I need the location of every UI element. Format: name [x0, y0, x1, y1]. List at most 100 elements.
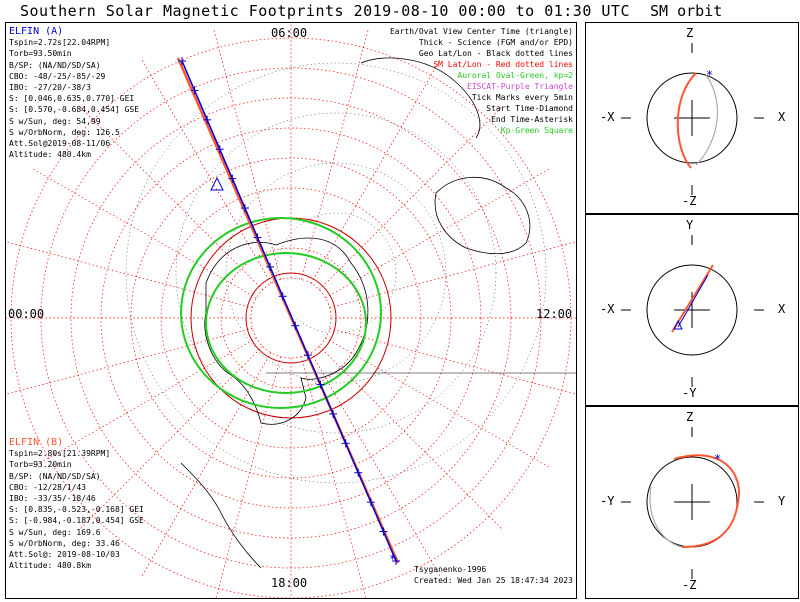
legend-item: Auroral Oval-Green, kp=2 [457, 71, 573, 80]
hour-label-left: 00:00 [8, 307, 45, 321]
elfin-b-orbit [676, 72, 697, 169]
sm-lon-line [1, 240, 253, 308]
elfin-a-line: Altitude: 480.4km [9, 150, 91, 160]
geo-lat-circle [175, 112, 497, 434]
sm-lon-line [310, 58, 442, 284]
legend-item: SM Lat/Lon - Red dotted lines [433, 60, 573, 69]
elfin-b-line: B/SP: (NA/ND/SD/SA) [9, 471, 101, 481]
sm-lon-line [31, 337, 257, 469]
sm-lon-line [325, 167, 551, 299]
orbit-axis-label-left: -X [600, 110, 615, 124]
elfin-a-line: S: [0.570,-0.684,0.454] GSE [9, 105, 140, 115]
elfin-a-end: * [706, 68, 713, 82]
elfin-b-line: IBO: -33/35/-18/46 [9, 494, 96, 504]
sm-lat-circle [40, 67, 542, 569]
elfin-b-lines: Tspin=2.80s[21.39RPM] Torb=93.20min B/SP: … [9, 448, 144, 571]
legend-item: Tick Marks every 5min [471, 93, 573, 102]
sm-lon-line [310, 352, 442, 578]
elfin-b-line: S w/OrbNorm, deg: 33.46 [9, 538, 120, 548]
elfin-a-line: IBO: -27/20/-38/3 [9, 83, 91, 93]
elfin-a-orbit [677, 274, 709, 328]
orbit-plot-xz: Z -Z -X X * [600, 26, 786, 208]
orbit-back [695, 74, 718, 166]
sm-lon-line [140, 58, 272, 284]
sm-pole-circle [245, 272, 337, 364]
elfin-a-info: ELFIN (A) Tspin=2.72s[22.04RPM] Torb=93.5… [9, 26, 139, 160]
continent-coastline [360, 57, 481, 139]
orbit-axis-label-top: Z [686, 26, 693, 40]
australia-coastline [434, 176, 531, 255]
orbit-axis-label-right: X [778, 302, 786, 316]
legend-item: End Time-Asterisk [491, 115, 573, 124]
elfin-b-info: ELFIN (B) Tspin=2.80s[21.39RPM] Torb=93.2… [9, 437, 144, 571]
sm-lon-line [329, 328, 581, 396]
elfin-b-line: Torb=93.20min [9, 460, 72, 470]
elfin-b-orbit [673, 454, 740, 548]
hour-label-top: 06:00 [271, 26, 308, 40]
earth-circle [646, 72, 738, 164]
elfin-a-track [181, 60, 397, 562]
orbit-axis-label-left: -X [600, 302, 615, 316]
sm-lon-line [301, 356, 368, 602]
elfin-a-end: * [714, 452, 721, 466]
sm-lon-line [214, 356, 281, 602]
legend-item: Kp-Green Square [500, 126, 573, 135]
legend-item: Geo Lat/Lon - Black dotted lines [418, 49, 573, 58]
elfin-b-line: S: [-0.984,-0.187,0.454] GSE [9, 516, 144, 526]
sm-lat-circle [160, 187, 422, 449]
geo-lat-circle [275, 212, 397, 334]
legend-item: Earth/Oval View Center Time (triangle) [389, 27, 573, 36]
auroral-oval-inner [205, 252, 367, 394]
elfin-b-line: Att.Sol@: 2019-08-10/03 [9, 550, 120, 560]
model-credit: Tsyganenko-1996 [414, 565, 487, 574]
elfin-a-line: Tspin=2.72s[22.04RPM] [9, 38, 111, 48]
elfin-b-orbit [671, 264, 714, 333]
orbit-title: SM orbit [650, 2, 723, 20]
orbit-axis-label-bottom: -Z [682, 194, 696, 208]
earth-circle [646, 264, 738, 356]
orbit-plot-yz: Z -Z -Y Y * [600, 410, 786, 592]
elfin-a-lines: Tspin=2.72s[22.04RPM] Torb=93.50min B/SP: … [9, 37, 139, 160]
elfin-b-line: CBO: -12/28/1/43 [9, 482, 87, 492]
chart-title: Southern Solar Magnetic Footprints 2019-… [20, 2, 630, 20]
sm-lat-circle [100, 127, 482, 509]
sm-lon-line [1, 328, 253, 396]
elfin-a-line: Torb=93.50min [9, 49, 72, 59]
hour-label-bottom: 18:00 [271, 576, 308, 590]
elfin-a-name: ELFIN (A) [9, 26, 64, 37]
sm-lat-circle [220, 247, 362, 389]
elfin-a-line: S w/Sun, deg: 54.99 [9, 116, 101, 126]
orbit-back [649, 486, 683, 548]
orbit-axis-label-right: X [778, 110, 786, 124]
sm-lon-line [301, 28, 369, 280]
sm-lon-line [329, 240, 581, 308]
sm-lon-line [325, 337, 551, 469]
elfin-b-line: S w/Sun, deg: 169.6 [9, 527, 101, 537]
elfin-b-name: ELFIN (B) [9, 437, 64, 448]
polar-plot-frame: * 06:00 00:00 12:00 18:00 ELFIN (A) Tspi… [0, 18, 591, 602]
view-center-triangle [673, 319, 683, 330]
elfin-b-line: Tspin=2.80s[21.39RPM] [9, 449, 111, 459]
elfin-a-line: S w/OrbNorm, deg: 126.5 [9, 127, 120, 137]
elfin-a-line: Att.Sol@2019-08-11/06 [9, 139, 111, 149]
sm-lon-line [78, 346, 263, 531]
geo-lat-circle [225, 162, 447, 384]
orbit-axis-label-top: Z [686, 410, 693, 424]
elfin-b-line: S: [0.835,-0.523,-0.168] GEI [9, 505, 144, 515]
sm-lon-line [319, 346, 504, 531]
orbit-panel-xz: Z -Z -X X * [585, 22, 799, 214]
sm-lon-line [319, 105, 504, 290]
elfin-a-line: CBO: -48/-25/-85/-29 [9, 71, 106, 81]
elfin-a-line: S: [0.046,0.635,0.770] GEI [9, 94, 135, 104]
credits: Tsyganenko-1996 Created: Wed Jan 25 18:4… [414, 564, 573, 586]
orbit-axis-label-right: Y [778, 494, 786, 508]
elfin-a-line: B/SP: (NA/ND/SD/SA) [9, 60, 101, 70]
created-credit: Created: Wed Jan 25 18:47:34 2023 [414, 576, 573, 586]
end-asterisk: * [389, 552, 396, 566]
legend: Earth/Oval View Center Time (triangle) Th… [390, 26, 573, 136]
orbit-axis-label-bottom: -Z [682, 578, 696, 592]
sm-lon-line [213, 28, 281, 280]
orbit-panel-yz: Z -Z -Y Y * [585, 406, 799, 599]
elfin-b-line: Altitude: 480.8km [9, 561, 91, 571]
sm-lon-line [140, 352, 272, 578]
